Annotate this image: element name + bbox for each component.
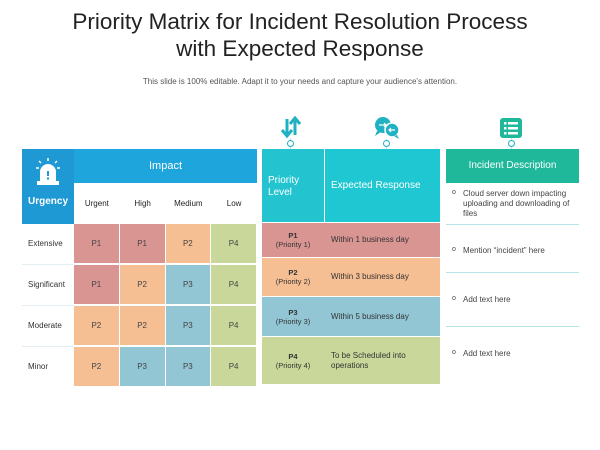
priority-label: (Priority 4) [275,360,311,370]
incident-description-header: Incident Description [446,149,579,183]
bullet: o [452,189,456,196]
row-divider [22,305,74,306]
page-title: Priority Matrix for Incident Resolution … [0,8,600,62]
matrix-cell: P1 [119,224,166,264]
priority-code: P2 [288,268,298,277]
response-table: Priority Level Expected Response P1 (Pri… [262,149,440,384]
description-text: Add text here [463,349,511,358]
expected-response-cell: To be Scheduled into operations [331,350,406,370]
priority-cell: P2 (Priority 2) [262,258,324,296]
expected-response-cell: Within 3 business day [331,272,409,281]
response-row-p4: P4 (Priority 4) To be Scheduled into ope… [262,337,440,384]
priority-cell: P4 (Priority 4) [262,337,324,384]
priority-label: (Priority 2) [275,277,311,286]
connector-dot-priority [287,140,294,147]
priority-label: (Priority 3) [275,316,311,326]
matrix-cell: P1 [74,224,120,264]
title-line-1: Priority Matrix for Incident Resolution … [72,9,528,34]
priority-level-header: Priority Level [262,149,324,222]
priority-code: P4 [288,351,298,361]
page-subtitle: This slide is 100% editable. Adapt it to… [142,77,458,86]
matrix-cell: P1 [74,265,120,305]
description-item: o Add text here [446,295,579,327]
bullet: o [452,349,456,356]
matrix-cell: P3 [165,347,212,387]
priority-cell: P3 (Priority 3) [262,297,324,336]
column-header-medium: Medium [165,183,212,224]
list-icon [500,118,522,138]
matrix-cell: P2 [74,306,120,346]
priority-matrix: Urgency Impact Urgent High Medium Low Ex… [22,149,257,387]
matrix-cell: P2 [74,347,120,387]
title-line-2: with Expected Response [176,36,424,61]
matrix-cell: P2 [119,265,166,305]
matrix-cell: P4 [211,347,257,387]
response-row-p3: P3 (Priority 3) Within 5 business day [262,297,440,336]
sort-arrows-icon [280,115,302,139]
description-text: Mention “incident” here [463,246,545,255]
priority-code: P1 [288,231,298,240]
row-header-minor: Minor [22,347,74,387]
description-text: Cloud server down impacting uploading an… [463,189,570,218]
row-divider [22,264,74,265]
matrix-cell: P4 [211,265,257,305]
description-text: Add text here [463,295,511,304]
incident-description-panel: Incident Description o Cloud server down… [446,149,579,384]
row-header-moderate: Moderate [22,306,74,346]
row-header-extensive: Extensive [22,224,74,264]
description-item: o Mention “incident” here [446,246,579,273]
bullet: o [452,295,456,302]
connector-dot-description [508,140,515,147]
alarm-siren-icon [35,157,61,187]
response-row-p2: P2 (Priority 2) Within 3 business day [262,258,440,296]
urgency-header: Urgency [22,149,74,224]
matrix-cell: P2 [119,306,166,346]
column-header-urgent: Urgent [74,183,120,224]
row-header-significant: Significant [22,265,74,305]
bullet: o [452,246,456,253]
column-header-high: High [119,183,166,224]
connector-dot-response [383,140,390,147]
impact-header: Impact [74,149,257,183]
matrix-cell: P4 [211,306,257,346]
matrix-cell: P3 [165,265,212,305]
priority-code: P3 [288,307,298,317]
priority-cell: P1 (Priority 1) [262,223,324,257]
response-row-p1: P1 (Priority 1) Within 1 business day [262,223,440,257]
matrix-cell: P4 [211,224,257,264]
expected-response-cell: Within 5 business day [331,311,409,321]
chat-bubbles-icon [373,116,401,140]
column-header-low: Low [211,183,257,224]
urgency-label: Urgency [27,196,68,207]
description-item: o Add text here [446,349,579,384]
description-item: o Cloud server down impacting uploading … [446,189,579,225]
expected-response-header: Expected Response [325,149,440,222]
expected-response-cell: Within 1 business day [331,235,409,244]
matrix-cell: P2 [165,224,212,264]
matrix-cell: P3 [165,306,212,346]
matrix-cell: P3 [119,347,166,387]
priority-label: (Priority 1) [275,240,311,249]
row-divider [22,346,74,347]
